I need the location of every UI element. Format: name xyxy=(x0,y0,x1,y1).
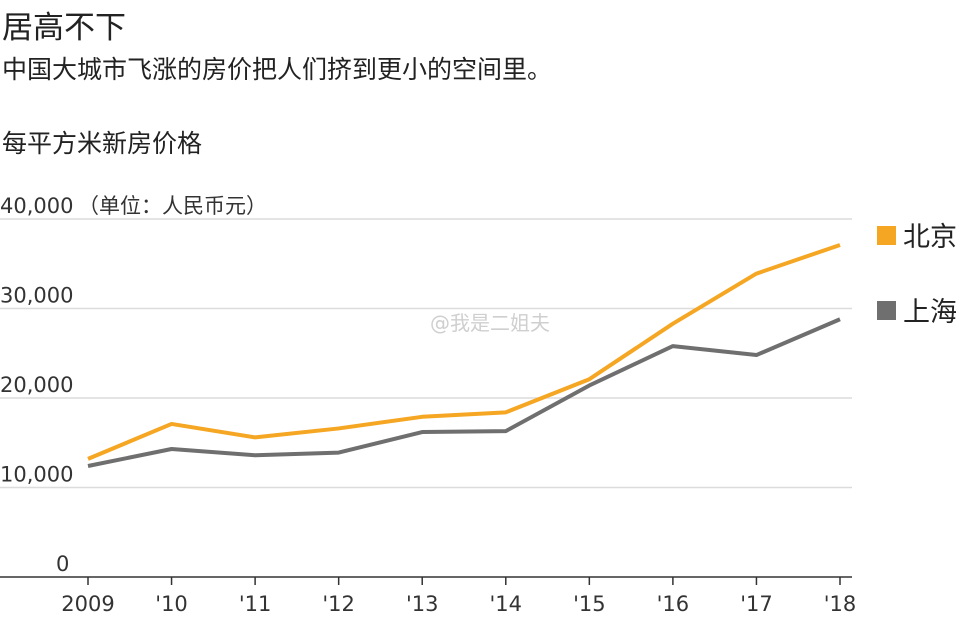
x-tick-label: '10 xyxy=(155,592,188,616)
y-tick-label: 10,000 xyxy=(0,463,73,487)
x-tick-label: '17 xyxy=(740,592,773,616)
x-tick-label: '13 xyxy=(406,592,439,616)
y-tick-label: 20,000 xyxy=(0,373,73,397)
x-tick-label: '11 xyxy=(239,592,272,616)
chart-subtitle: 中国大城市飞涨的房价把人们挤到更小的空间里。 xyxy=(2,55,553,84)
x-tick-label: '12 xyxy=(322,592,355,616)
x-tick-label: '18 xyxy=(824,592,857,616)
legend-label: 上海 xyxy=(903,297,957,328)
chart-label: 每平方米新房价格 xyxy=(2,129,203,158)
x-tick-label: '16 xyxy=(657,592,690,616)
legend-label: 北京 xyxy=(903,222,957,253)
x-tick-label: 2009 xyxy=(61,592,114,616)
watermark: @我是二姐夫 xyxy=(430,311,550,335)
x-tick-label: '14 xyxy=(490,592,523,616)
x-tick-label: '15 xyxy=(573,592,606,616)
legend-swatch xyxy=(877,301,896,320)
legend-swatch xyxy=(877,226,896,245)
y-tick-label: 0 xyxy=(56,552,69,576)
y-tick-label: 30,000 xyxy=(0,284,73,308)
y-tick-label: 40,000 xyxy=(0,194,73,218)
series-line-beijing xyxy=(87,243,841,461)
unit-label: （单位：人民币元） xyxy=(78,194,267,218)
series-line-shanghai xyxy=(87,317,841,468)
chart-title: 居高不下 xyxy=(2,10,126,46)
